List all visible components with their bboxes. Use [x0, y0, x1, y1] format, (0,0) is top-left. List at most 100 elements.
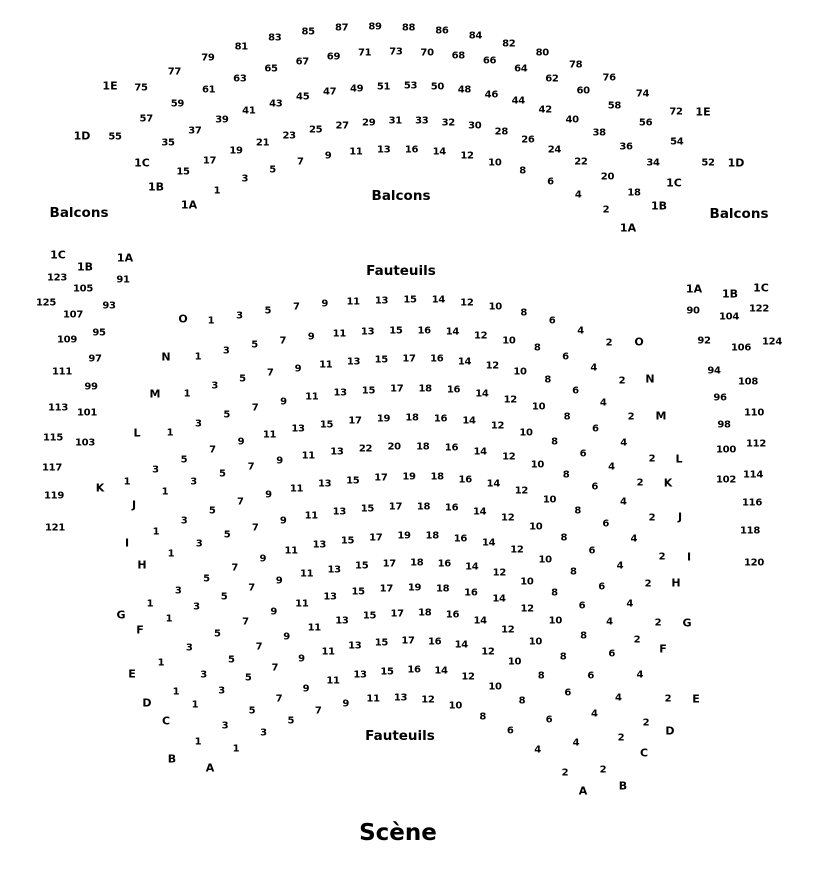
seat-N-10[interactable]: 10: [502, 335, 516, 347]
seat-L-12[interactable]: 12: [503, 394, 518, 406]
seat-1A-8[interactable]: 8: [519, 165, 526, 177]
seat-1D-54[interactable]: 54: [670, 136, 684, 148]
seat-E-17[interactable]: 17: [379, 583, 394, 595]
seat-1D-65[interactable]: 65: [264, 63, 278, 75]
seat-K-5[interactable]: 5: [180, 454, 188, 466]
seat-G-3[interactable]: 3: [174, 585, 182, 597]
seat-M-17[interactable]: 17: [402, 353, 416, 365]
seat-K-12[interactable]: 12: [490, 420, 505, 432]
seat-1E-86[interactable]: 86: [435, 25, 449, 37]
seat-J-3[interactable]: 3: [190, 476, 197, 488]
seat-G-9[interactable]: 9: [259, 553, 267, 565]
seat-O-11[interactable]: 11: [346, 296, 360, 308]
seat-N-6[interactable]: 6: [562, 351, 569, 363]
seat-G-13[interactable]: 13: [312, 539, 327, 551]
seat-1A-10[interactable]: 10: [488, 157, 502, 169]
seat-M-13[interactable]: 13: [346, 356, 361, 368]
seat-1C-36[interactable]: 36: [619, 141, 633, 153]
seat-1A-16[interactable]: 16: [404, 144, 419, 156]
seat-right-1A-94[interactable]: 94: [707, 365, 721, 377]
seat-G-7[interactable]: 7: [231, 562, 238, 574]
seat-1C-50[interactable]: 50: [430, 81, 445, 93]
seat-K-14[interactable]: 14: [462, 415, 476, 427]
seat-1B-18[interactable]: 18: [627, 187, 641, 199]
seat-H-13[interactable]: 13: [332, 506, 347, 518]
seat-E-2[interactable]: 2: [664, 693, 672, 705]
seat-F-14[interactable]: 14: [465, 561, 479, 573]
seat-E-13[interactable]: 13: [323, 591, 337, 603]
seat-H-7[interactable]: 7: [251, 522, 259, 534]
seat-1A-12[interactable]: 12: [460, 150, 474, 162]
seat-F-16[interactable]: 16: [437, 558, 452, 570]
seat-1E-85[interactable]: 85: [301, 26, 316, 38]
seat-N-8[interactable]: 8: [533, 342, 541, 354]
seat-I-9[interactable]: 9: [265, 489, 272, 501]
seat-J-16[interactable]: 16: [444, 442, 459, 454]
seat-D-18[interactable]: 18: [418, 607, 432, 619]
seat-left-1B-119[interactable]: 119: [44, 490, 64, 502]
seat-C-8[interactable]: 8: [537, 670, 545, 682]
seat-J-14[interactable]: 14: [473, 446, 487, 458]
seat-right-1A-100[interactable]: 100: [716, 444, 736, 456]
seat-M-8[interactable]: 8: [544, 374, 552, 386]
seat-O-5[interactable]: 5: [264, 305, 272, 317]
seat-F-6[interactable]: 6: [578, 600, 586, 612]
seat-E-14[interactable]: 14: [492, 593, 506, 605]
seat-C-1[interactable]: 1: [191, 699, 199, 711]
seat-G-12[interactable]: 12: [510, 544, 524, 556]
seat-1B-26[interactable]: 26: [521, 134, 535, 146]
seat-right-1A-96[interactable]: 96: [713, 392, 727, 404]
seat-O-6[interactable]: 6: [548, 315, 556, 327]
seat-O-2[interactable]: 2: [605, 337, 613, 349]
seat-1C-41[interactable]: 41: [242, 105, 256, 117]
seat-N-16[interactable]: 16: [417, 325, 431, 337]
seat-right-1B-118[interactable]: 118: [740, 525, 760, 537]
seat-K-9[interactable]: 9: [237, 436, 245, 448]
seat-H-12[interactable]: 12: [501, 512, 515, 524]
seat-E-12[interactable]: 12: [520, 603, 534, 615]
seat-1E-88[interactable]: 88: [401, 22, 416, 34]
seat-1E-89[interactable]: 89: [368, 21, 382, 33]
seat-M-4[interactable]: 4: [599, 397, 607, 409]
seat-L-5[interactable]: 5: [223, 409, 231, 421]
seat-1A-4[interactable]: 4: [574, 189, 582, 201]
seat-right-1B-120[interactable]: 120: [744, 557, 764, 569]
seat-L-1[interactable]: 1: [166, 427, 174, 439]
seat-I-3[interactable]: 3: [180, 515, 188, 527]
seat-1B-19[interactable]: 19: [229, 145, 243, 157]
seat-1E-78[interactable]: 78: [569, 59, 583, 71]
seat-left-1A-99[interactable]: 99: [84, 381, 98, 393]
seat-K-4[interactable]: 4: [608, 461, 615, 473]
seat-E-16[interactable]: 16: [464, 587, 478, 599]
seat-C-11[interactable]: 11: [321, 646, 335, 658]
seat-1B-32[interactable]: 32: [441, 117, 456, 129]
seat-N-4[interactable]: 4: [590, 362, 598, 374]
seat-C-4[interactable]: 4: [591, 708, 598, 720]
seat-left-1B-111[interactable]: 111: [52, 366, 72, 378]
seat-left-1C-123[interactable]: 123: [47, 272, 67, 284]
seat-1C-43[interactable]: 43: [269, 98, 283, 110]
seat-B-3[interactable]: 3: [221, 720, 229, 732]
seat-F-17[interactable]: 17: [382, 558, 397, 570]
seat-C-2[interactable]: 2: [617, 732, 625, 744]
seat-K-10[interactable]: 10: [519, 427, 533, 439]
seat-1B-22[interactable]: 22: [574, 156, 588, 168]
seat-1C-45[interactable]: 45: [296, 91, 310, 103]
seat-right-1B-104[interactable]: 104: [719, 311, 739, 323]
seat-left-1C-125[interactable]: 125: [36, 297, 56, 309]
seat-G-16[interactable]: 16: [453, 533, 468, 544]
seat-J-10[interactable]: 10: [530, 459, 545, 471]
seat-O-9[interactable]: 9: [321, 298, 329, 310]
seat-right-1A-98[interactable]: 98: [717, 419, 731, 431]
seat-I-14[interactable]: 14: [486, 478, 501, 490]
seat-K-13[interactable]: 13: [291, 423, 305, 435]
seat-N-13[interactable]: 13: [360, 326, 375, 338]
seat-K-15[interactable]: 15: [319, 419, 334, 431]
seat-1E-84[interactable]: 84: [468, 30, 483, 42]
seat-G-8[interactable]: 8: [569, 566, 577, 578]
seat-A-8[interactable]: 8: [479, 711, 487, 723]
seat-1C-40[interactable]: 40: [565, 114, 579, 126]
seat-C-9[interactable]: 9: [298, 653, 305, 665]
seat-L-16[interactable]: 16: [446, 384, 461, 396]
seat-N-9[interactable]: 9: [307, 331, 315, 343]
